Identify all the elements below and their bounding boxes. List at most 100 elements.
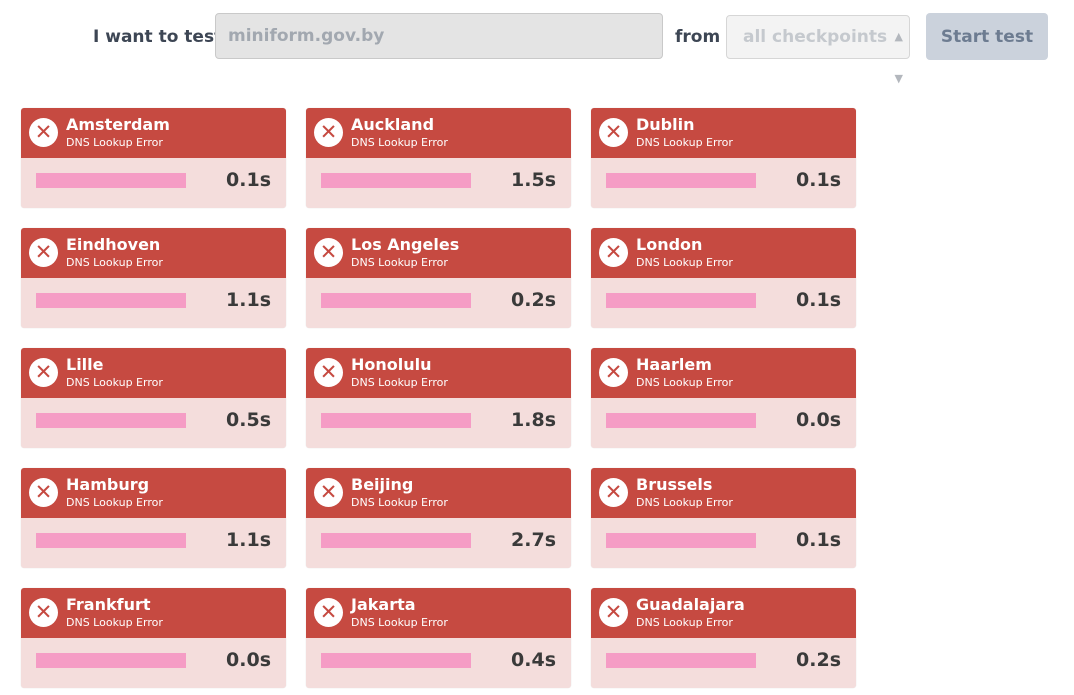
response-time: 0.2s [511, 289, 556, 311]
checkpoint-city: Los Angeles [351, 235, 460, 254]
status-text: DNS Lookup Error [66, 496, 163, 509]
error-x-icon: ✕ [29, 118, 58, 147]
error-x-icon: ✕ [599, 478, 628, 507]
timing-bar [321, 293, 471, 308]
timing-bar [36, 653, 186, 668]
status-text: DNS Lookup Error [351, 256, 448, 269]
card-header: ✕ Haarlem DNS Lookup Error [591, 348, 856, 398]
card-header: ✕ Dublin DNS Lookup Error [591, 108, 856, 158]
results-grid: ✕ Amsterdam DNS Lookup Error 0.1s ✕ Auckland D… [21, 108, 861, 688]
result-card[interactable]: ✕ Hamburg DNS Lookup Error 1.1s [21, 468, 286, 568]
checkpoint-city: Lille [66, 355, 104, 374]
result-card[interactable]: ✕ Guadalajara DNS Lookup Error 0.2s [591, 588, 856, 688]
result-card[interactable]: ✕ Frankfurt DNS Lookup Error 0.0s [21, 588, 286, 688]
checkpoint-city: Haarlem [636, 355, 712, 374]
result-card[interactable]: ✕ Brussels DNS Lookup Error 0.1s [591, 468, 856, 568]
timing-bar [36, 173, 186, 188]
card-body: 0.1s [21, 158, 286, 208]
response-time: 0.2s [796, 649, 841, 671]
checkpoint-city: Honolulu [351, 355, 432, 374]
card-header: ✕ Guadalajara DNS Lookup Error [591, 588, 856, 638]
result-card[interactable]: ✕ Haarlem DNS Lookup Error 0.0s [591, 348, 856, 448]
error-x-icon: ✕ [314, 118, 343, 147]
response-time: 0.1s [796, 169, 841, 191]
status-text: DNS Lookup Error [351, 136, 448, 149]
card-header: ✕ Eindhoven DNS Lookup Error [21, 228, 286, 278]
result-card[interactable]: ✕ Dublin DNS Lookup Error 0.1s [591, 108, 856, 208]
card-body: 0.5s [21, 398, 286, 448]
result-card[interactable]: ✕ London DNS Lookup Error 0.1s [591, 228, 856, 328]
timing-bar [606, 173, 756, 188]
card-body: 0.2s [591, 638, 856, 688]
card-header: ✕ Auckland DNS Lookup Error [306, 108, 571, 158]
status-text: DNS Lookup Error [66, 376, 163, 389]
status-text: DNS Lookup Error [636, 256, 733, 269]
timing-bar [606, 653, 756, 668]
card-body: 0.0s [21, 638, 286, 688]
response-time: 0.0s [226, 649, 271, 671]
status-text: DNS Lookup Error [351, 616, 448, 629]
card-header: ✕ Honolulu DNS Lookup Error [306, 348, 571, 398]
error-x-icon: ✕ [29, 598, 58, 627]
want-to-test-label: I want to test [93, 27, 223, 47]
card-body: 0.1s [591, 518, 856, 568]
start-test-button[interactable]: Start test [926, 13, 1048, 60]
status-text: DNS Lookup Error [66, 136, 163, 149]
card-body: 0.1s [591, 158, 856, 208]
timing-bar [321, 653, 471, 668]
error-x-icon: ✕ [599, 598, 628, 627]
timing-bar [321, 173, 471, 188]
timing-bar [606, 413, 756, 428]
error-x-icon: ✕ [599, 118, 628, 147]
timing-bar [36, 413, 186, 428]
checkpoint-city: Amsterdam [66, 115, 170, 134]
card-header: ✕ Lille DNS Lookup Error [21, 348, 286, 398]
checkpoint-select[interactable]: all checkpoints ▲ ▼ [726, 15, 910, 85]
card-body: 1.1s [21, 278, 286, 328]
response-time: 0.5s [226, 409, 271, 431]
card-body: 1.8s [306, 398, 571, 448]
response-time: 0.1s [226, 169, 271, 191]
response-time: 1.1s [226, 529, 271, 551]
card-body: 0.0s [591, 398, 856, 448]
card-body: 2.7s [306, 518, 571, 568]
card-body: 1.1s [21, 518, 286, 568]
result-card[interactable]: ✕ Honolulu DNS Lookup Error 1.8s [306, 348, 571, 448]
card-header: ✕ Brussels DNS Lookup Error [591, 468, 856, 518]
response-time: 0.0s [796, 409, 841, 431]
timing-bar [321, 413, 471, 428]
card-header: ✕ Amsterdam DNS Lookup Error [21, 108, 286, 158]
result-card[interactable]: ✕ Amsterdam DNS Lookup Error 0.1s [21, 108, 286, 208]
timing-bar [606, 293, 756, 308]
card-header: ✕ London DNS Lookup Error [591, 228, 856, 278]
error-x-icon: ✕ [29, 238, 58, 267]
result-card[interactable]: ✕ Jakarta DNS Lookup Error 0.4s [306, 588, 571, 688]
result-card[interactable]: ✕ Los Angeles DNS Lookup Error 0.2s [306, 228, 571, 328]
timing-bar [36, 533, 186, 548]
card-header: ✕ Beijing DNS Lookup Error [306, 468, 571, 518]
timing-bar [321, 533, 471, 548]
status-text: DNS Lookup Error [636, 376, 733, 389]
timing-bar [36, 293, 186, 308]
error-x-icon: ✕ [29, 358, 58, 387]
response-time: 1.8s [511, 409, 556, 431]
error-x-icon: ✕ [599, 358, 628, 387]
checkpoint-city: Brussels [636, 475, 713, 494]
response-time: 0.1s [796, 289, 841, 311]
error-x-icon: ✕ [314, 598, 343, 627]
result-card[interactable]: ✕ Eindhoven DNS Lookup Error 1.1s [21, 228, 286, 328]
checkpoint-city: London [636, 235, 703, 254]
result-card[interactable]: ✕ Lille DNS Lookup Error 0.5s [21, 348, 286, 448]
checkpoint-city: Dublin [636, 115, 695, 134]
test-form: I want to test from all checkpoints ▲▼ S… [0, 13, 1074, 85]
status-text: DNS Lookup Error [636, 136, 733, 149]
status-text: DNS Lookup Error [636, 496, 733, 509]
response-time: 1.1s [226, 289, 271, 311]
checkpoint-city: Auckland [351, 115, 435, 134]
url-input[interactable] [215, 13, 663, 59]
status-text: DNS Lookup Error [636, 616, 733, 629]
response-time: 2.7s [511, 529, 556, 551]
result-card[interactable]: ✕ Auckland DNS Lookup Error 1.5s [306, 108, 571, 208]
result-card[interactable]: ✕ Beijing DNS Lookup Error 2.7s [306, 468, 571, 568]
